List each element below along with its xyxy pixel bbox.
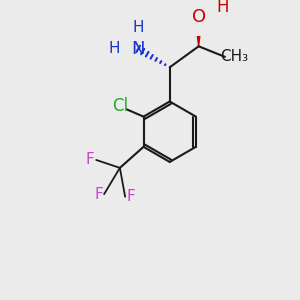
Text: N: N — [131, 40, 145, 58]
Polygon shape — [195, 17, 202, 46]
Text: Cl: Cl — [112, 97, 128, 115]
Text: F: F — [94, 187, 103, 202]
Text: F: F — [85, 152, 94, 167]
Text: O: O — [192, 8, 206, 26]
Text: H: H — [216, 0, 229, 16]
Text: F: F — [126, 189, 135, 204]
Text: H: H — [132, 20, 144, 35]
Text: H: H — [109, 41, 120, 56]
Text: CH₃: CH₃ — [220, 49, 248, 64]
